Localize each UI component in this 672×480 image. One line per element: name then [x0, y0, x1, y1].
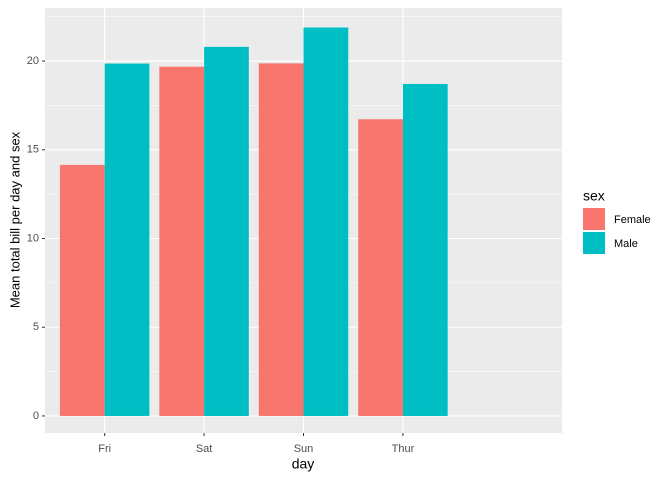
y-tick-label: 0 — [33, 410, 39, 422]
bar — [402, 83, 448, 416]
legend-key — [583, 232, 605, 254]
x-tick-label: Thur — [392, 443, 415, 455]
legend-label: Male — [614, 238, 638, 250]
y-axis-title: Mean total bill per day and sex — [7, 131, 22, 308]
bar — [258, 63, 304, 416]
x-axis-title: day — [292, 456, 315, 472]
legend-key — [583, 208, 605, 230]
y-tick-label: 5 — [33, 321, 39, 333]
y-tick-label: 10 — [27, 232, 39, 244]
legend-title: sex — [583, 188, 605, 204]
x-tick-label: Sun — [294, 443, 314, 455]
bar — [204, 46, 249, 416]
bar — [104, 63, 150, 416]
x-tick-label: Fri — [98, 443, 111, 455]
bar — [303, 27, 349, 416]
x-tick-label: Sat — [196, 443, 213, 455]
y-tick-label: 20 — [27, 55, 39, 67]
legend-label: Female — [614, 214, 651, 226]
bar — [59, 164, 105, 416]
bar — [358, 119, 403, 416]
y-tick-label: 15 — [27, 144, 39, 156]
bar — [159, 66, 205, 416]
